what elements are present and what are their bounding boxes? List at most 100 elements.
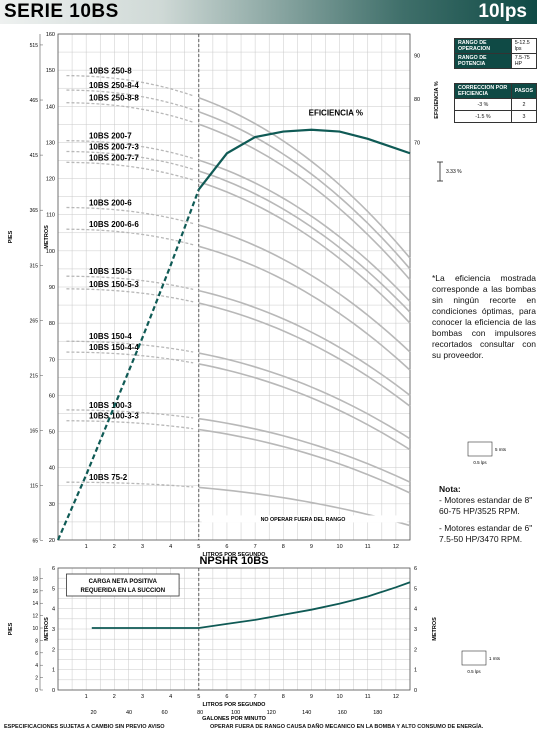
- feet-tick-label: 365: [30, 208, 39, 214]
- pump-curve-label: 10BS 150-4: [89, 332, 132, 341]
- x-tick-label: 9: [310, 544, 313, 550]
- y-axis-label: METROS: [44, 225, 50, 249]
- pump-curve: [198, 111, 411, 270]
- feet-axis-label: PIES: [8, 622, 14, 635]
- x-axis-label: LITROS POR SEGUNDO: [203, 552, 267, 558]
- pump-curve-dashed: [66, 481, 194, 488]
- y-axis-label: METROS: [44, 617, 50, 641]
- efficiency-label: EFICIENCIA %: [309, 108, 363, 117]
- pump-curve: [198, 96, 411, 259]
- x-tick-label: 6: [225, 694, 228, 700]
- feet-tick-label: 4: [35, 663, 38, 669]
- pump-curve-label: 10BS 250-8-4: [89, 81, 139, 90]
- pump-curve: [198, 289, 411, 397]
- y-tick-label: 0: [52, 688, 55, 694]
- range-note-bg: [201, 515, 408, 523]
- feet-tick-label: 2: [35, 676, 38, 682]
- y-tick-label: 1: [52, 668, 55, 674]
- steps-cell: 2: [510, 98, 537, 111]
- y-right-tick-label: 5: [414, 586, 417, 592]
- y-tick-label: 110: [46, 213, 55, 219]
- npsh-box-line: REQUERIDA EN LA SUCCION: [80, 588, 165, 594]
- gpm-tick-label: 20: [90, 710, 96, 716]
- gpm-tick-label: 80: [197, 710, 203, 716]
- feet-tick-label: 16: [32, 589, 38, 595]
- pump-curve-label: 10BS 100-3-3: [89, 412, 139, 421]
- y-tick-label: 20: [49, 538, 55, 544]
- flow-rating: 10lps: [478, 1, 527, 22]
- pump-curve-label: 10BS 200-6-6: [89, 220, 139, 229]
- x-tick-label: 1: [85, 694, 88, 700]
- feet-tick-label: 6: [35, 651, 38, 657]
- y-tick-label: 5: [52, 586, 55, 592]
- y-right-tick-label: 3: [414, 627, 417, 633]
- efficiency-curve-dashed: [56, 189, 200, 541]
- footer-left: ESPECIFICACIONES SUJETAS A CAMBIO SIN PR…: [4, 724, 165, 730]
- x-tick-label: 12: [393, 544, 399, 550]
- pump-curve-label: 10BS 75-2: [89, 473, 128, 482]
- steps-header: PASOS: [510, 83, 537, 99]
- pump-curve-dashed: [66, 150, 194, 170]
- y-tick-label: 130: [46, 140, 55, 146]
- x-tick-label: 5: [197, 544, 200, 550]
- y-right-tick-label: 6: [414, 566, 417, 572]
- x2-axis-label: GALONES POR MINUTO: [202, 716, 266, 722]
- range-note: NO OPERAR FUERA DEL RANGO: [261, 517, 346, 523]
- x-tick-label: 3: [141, 544, 144, 550]
- feet-tick-label: 0: [35, 688, 38, 694]
- y-tick-label: 120: [46, 177, 55, 183]
- pump-curve-dashed: [66, 351, 194, 364]
- scale-box-vertical-label: 5 mts: [495, 447, 507, 452]
- plot-frame: [57, 567, 411, 691]
- range-value: 7.5-75 HP: [510, 53, 537, 69]
- pump-curve: [198, 123, 411, 281]
- feet-tick-label: 12: [32, 614, 38, 620]
- feet-tick-label: 165: [30, 429, 39, 435]
- feet-axis-label: PIES: [8, 230, 14, 243]
- correction-cell: -1.5 %: [454, 110, 512, 123]
- feet-tick-label: 415: [30, 153, 39, 159]
- y-tick-label: 70: [49, 357, 55, 363]
- pump-curve: [198, 181, 411, 324]
- efficiency-note: *La eficiencia mostrada corresponde a la…: [432, 273, 536, 360]
- npsh-box: [66, 573, 180, 597]
- pump-curve: [198, 352, 411, 440]
- feet-tick-label: 18: [32, 576, 38, 582]
- pump-curve-dashed: [66, 161, 194, 181]
- feet-tick-label: 115: [30, 484, 38, 490]
- x-tick-label: 6: [225, 544, 228, 550]
- pump-curve-label: 10BS 150-5: [89, 267, 132, 276]
- correction-table: CORRECCION POR EFICIENCIA PASOS -3 % 2 -1.…: [454, 83, 537, 123]
- pump-curve-dashed: [66, 288, 194, 303]
- x-tick-label: 1: [85, 544, 88, 550]
- y-right-axis-label: METROS: [432, 617, 438, 641]
- feet-tick-label: 465: [30, 98, 39, 104]
- eff-axis-label: EFICIENCIA %: [434, 81, 440, 118]
- x-tick-label: 8: [282, 694, 285, 700]
- pump-curve-dashed: [66, 420, 194, 430]
- x-tick-label: 9: [310, 694, 313, 700]
- gpm-tick-label: 100: [231, 710, 240, 716]
- x-tick-label: 10: [337, 694, 343, 700]
- x-tick-label: 8: [282, 544, 285, 550]
- x-tick-label: 4: [169, 694, 172, 700]
- scale-box-horizontal-label: 0.5 lps: [467, 669, 481, 674]
- npsh-curve: [91, 581, 411, 629]
- plot-frame: [57, 33, 411, 541]
- pump-curve-label: 10BS 200-6: [89, 198, 132, 207]
- pump-curve: [198, 428, 411, 494]
- feet-tick-label: 215: [30, 373, 39, 379]
- y-tick-label: 150: [46, 68, 55, 74]
- x-tick-label: 3: [141, 694, 144, 700]
- pump-curve-label: 10BS 200-7-3: [89, 142, 139, 151]
- y-tick-label: 60: [49, 393, 55, 399]
- pump-curve: [198, 417, 411, 483]
- x-tick-label: 7: [254, 694, 257, 700]
- motor-note: Nota: - Motores estandar de 8" 60-75 HP/…: [439, 484, 537, 545]
- pump-curve-label: 10BS 200-7-7: [89, 153, 139, 162]
- pump-curve-dashed: [66, 228, 194, 246]
- y-tick-label: 50: [49, 430, 55, 436]
- feet-tick-label: 8: [35, 638, 38, 644]
- x-tick-label: 11: [365, 544, 371, 550]
